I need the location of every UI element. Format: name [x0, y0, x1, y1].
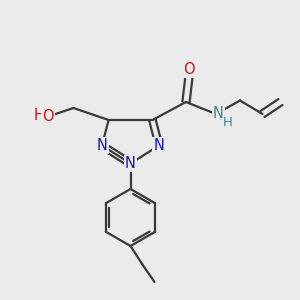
Text: O: O	[183, 61, 195, 76]
Text: N: N	[213, 106, 224, 121]
Text: N: N	[97, 138, 107, 153]
Text: O: O	[42, 109, 54, 124]
Text: H: H	[34, 108, 44, 123]
Text: N: N	[125, 156, 136, 171]
Text: N: N	[154, 138, 164, 153]
Text: H: H	[223, 116, 232, 129]
